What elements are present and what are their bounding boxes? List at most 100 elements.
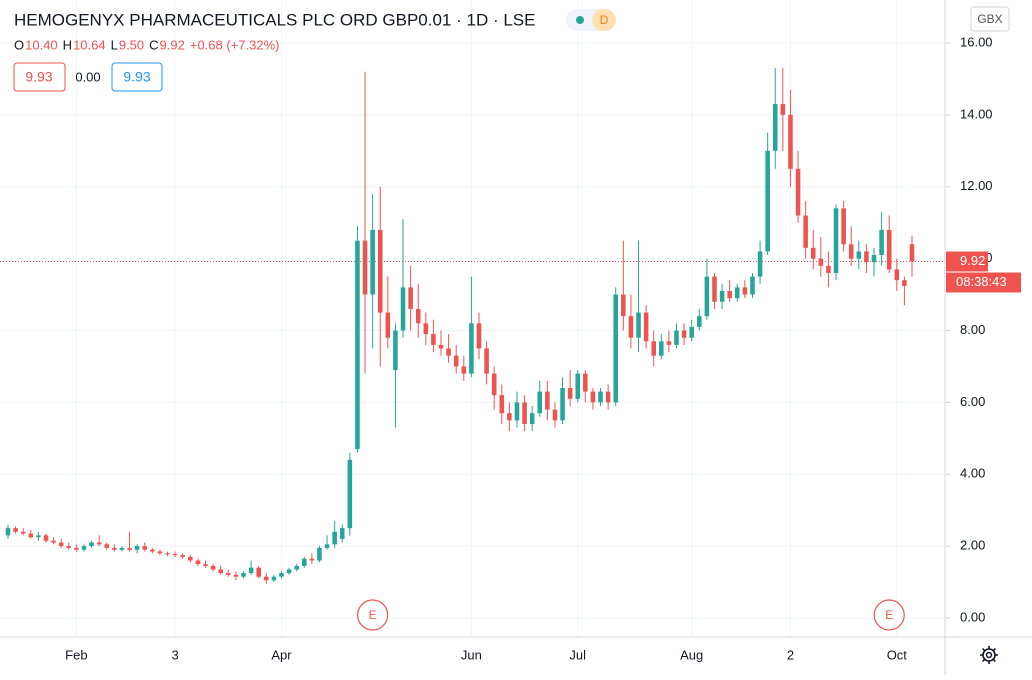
candle-body [112, 547, 117, 550]
x-tick-label: Jul [569, 647, 586, 662]
candle-body [5, 528, 11, 536]
candle-body [415, 308, 421, 324]
candle-body [142, 546, 148, 550]
candle-body [43, 535, 49, 541]
candle-body [772, 104, 778, 151]
candle-body [332, 531, 337, 545]
candle-body [195, 560, 201, 565]
candle-body [165, 553, 170, 555]
y-tick-label: 2.00 [960, 538, 985, 553]
candle-body [180, 555, 186, 557]
y-tick-label: 8.00 [960, 322, 985, 337]
candle-body [248, 567, 254, 574]
candle-body [150, 549, 155, 552]
candle-body [218, 569, 223, 574]
candle-body [583, 373, 588, 392]
candle-body [826, 265, 831, 273]
badge-bg [592, 9, 616, 31]
candle-body [499, 395, 505, 414]
candle-body [96, 542, 102, 545]
candle-body [902, 280, 907, 286]
candle-body [818, 258, 824, 266]
legend-value: 9.50 [119, 37, 144, 52]
candle-body [74, 547, 79, 550]
candle-body [628, 316, 634, 338]
candle-body [719, 290, 725, 302]
candle-body [377, 229, 383, 313]
candle-body [241, 573, 246, 577]
candle-body [795, 168, 801, 216]
candle-body [651, 341, 656, 356]
candle-body [605, 391, 611, 403]
status-dot [576, 16, 584, 24]
candle-body [339, 528, 345, 539]
candles [5, 68, 915, 584]
candle-body [134, 546, 140, 550]
candle-body [666, 341, 672, 345]
candle-body [226, 573, 231, 575]
candle-body [66, 546, 72, 548]
candle-body [81, 546, 87, 550]
candle-body [279, 573, 284, 577]
candle-body [659, 341, 664, 356]
candle-body [507, 413, 512, 421]
candle-body [886, 229, 892, 270]
event-label: E [885, 608, 893, 622]
candle-body [233, 574, 239, 577]
candle-body [552, 409, 558, 421]
event-marker [357, 599, 389, 631]
legend-key: C [149, 37, 158, 52]
candle-body [833, 208, 839, 273]
candle-body [757, 251, 763, 277]
candle-body [157, 551, 163, 554]
legend-value: 10.40 [25, 37, 58, 52]
candle-body [256, 567, 261, 577]
candle-body [423, 323, 429, 335]
candle-body [362, 240, 368, 295]
legend-change: +0.68 (+7.32%) [190, 37, 280, 52]
y-tick-label: 16.00 [960, 34, 993, 49]
candle-body [909, 244, 915, 262]
candle-body [400, 287, 406, 331]
candle-body [104, 544, 110, 548]
candle-body [393, 330, 398, 371]
last-price-label: 9.92 [960, 253, 985, 268]
candle-body [309, 558, 315, 561]
currency-box[interactable] [970, 6, 1010, 32]
candle-body [28, 533, 34, 538]
candle-body [271, 576, 277, 581]
candle-body [681, 330, 687, 338]
candle-body [317, 547, 322, 561]
candle-body [545, 391, 550, 410]
indicator-value: 9.93 [123, 69, 150, 85]
settings-icon[interactable] [980, 646, 998, 664]
legend-key: L [111, 37, 118, 52]
candle-body [484, 348, 489, 374]
candle-body [537, 391, 543, 414]
candle-body [560, 388, 565, 421]
ohlc-legend: O 10.40 H 10.64 L 9.50 C 9.92 +0.68 (+7.32%) [14, 37, 279, 52]
event-marker [873, 599, 905, 631]
candle-body [469, 323, 474, 374]
candle-body [172, 554, 178, 556]
candle-body [856, 251, 862, 259]
candle-body [894, 269, 900, 281]
candle-body [803, 215, 808, 248]
candle-body [408, 287, 413, 309]
x-tick-label: 2 [787, 647, 794, 662]
candle-body [780, 104, 786, 115]
event-label: E [369, 608, 377, 622]
candle-body [203, 564, 208, 566]
x-tick-label: Jun [461, 647, 482, 662]
countdown-box [946, 272, 1021, 293]
x-tick-label: Aug [680, 647, 703, 662]
candle-body [750, 276, 755, 295]
candle-body [765, 150, 770, 252]
candle-body [286, 569, 292, 574]
candle-body [727, 290, 732, 299]
candle-body [871, 255, 877, 263]
candle-body [370, 229, 375, 295]
candle-body [689, 326, 694, 338]
candle-body [438, 344, 444, 349]
candle-body [301, 558, 307, 566]
